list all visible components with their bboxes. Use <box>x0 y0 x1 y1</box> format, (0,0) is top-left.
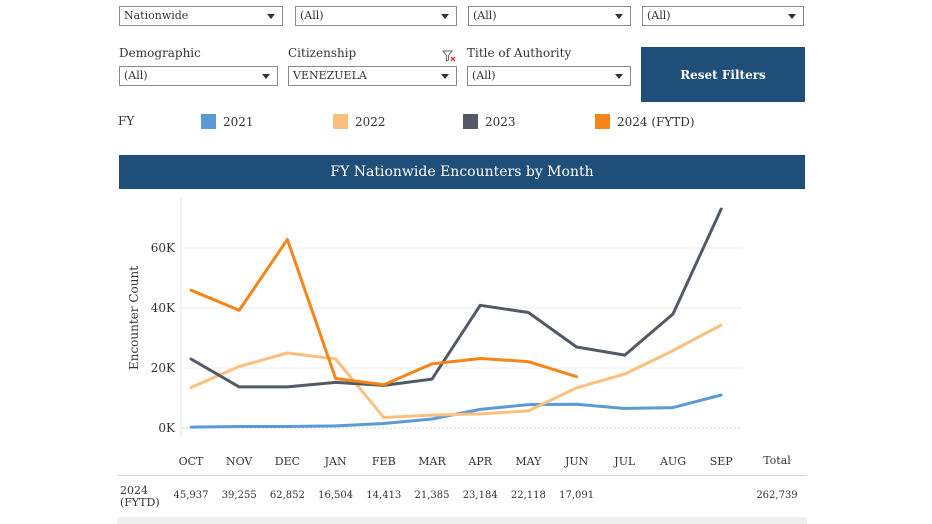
chevron-down-icon <box>441 14 449 19</box>
table-cell: 17,091 <box>559 490 594 501</box>
y-axis: 0K 20K 40K 60K <box>151 241 176 435</box>
row-label-fytd: (FYTD) <box>120 496 160 509</box>
chevron-down-icon <box>441 74 449 79</box>
legend-item-2022[interactable]: 2022 <box>333 114 386 129</box>
x-tick-label: FEB <box>372 455 396 468</box>
y-axis-label: Encounter Count <box>127 266 141 370</box>
title-of-authority-label: Title of Authority <box>467 46 572 60</box>
table-divider <box>117 475 807 476</box>
filter-4-dropdown[interactable]: (All) <box>642 6 804 26</box>
filter-4-dropdown-value: (All) <box>647 9 671 22</box>
table-cell: 39,255 <box>222 490 257 501</box>
series-line <box>189 237 579 387</box>
legend-item-2023[interactable]: 2023 <box>463 114 516 129</box>
legend-swatch <box>333 114 348 129</box>
table-cell: 62,852 <box>270 490 305 501</box>
chart-series <box>189 207 723 429</box>
series-line <box>189 323 723 419</box>
chevron-down-icon <box>788 14 796 19</box>
y-tick-label: 60K <box>151 241 176 255</box>
chevron-down-icon <box>615 74 623 79</box>
clear-filter-icon[interactable] <box>442 49 456 63</box>
filter-3-dropdown-value: (All) <box>473 9 497 22</box>
legend-title: FY <box>118 114 135 128</box>
chart-grid <box>182 247 742 429</box>
region-dropdown[interactable]: Nationwide <box>119 6 283 26</box>
table-cell: 45,937 <box>174 490 209 501</box>
x-tick-label: JUN <box>564 455 589 468</box>
chevron-down-icon <box>262 74 270 79</box>
region-dropdown-value: Nationwide <box>124 9 189 22</box>
table-row: 45,937 39,255 62,852 16,504 14,413 21,385 23,1… <box>174 490 798 501</box>
filter-2-dropdown[interactable]: (All) <box>295 6 457 26</box>
filter-2-dropdown-value: (All) <box>300 9 324 22</box>
citizenship-dropdown[interactable]: VENEZUELA <box>288 66 457 86</box>
table-cell: 23,184 <box>463 490 498 501</box>
y-tick-label: 40K <box>151 301 176 315</box>
y-tick-label: 0K <box>158 421 176 435</box>
legend-label: 2022 <box>355 114 386 129</box>
x-tick-label: MAR <box>418 455 446 468</box>
title-of-authority-dropdown-value: (All) <box>472 69 496 82</box>
series-line <box>189 207 723 389</box>
title-of-authority-dropdown[interactable]: (All) <box>467 66 631 86</box>
total-header: Total <box>763 454 791 467</box>
legend-label: 2024 (FYTD) <box>617 114 695 129</box>
y-tick-label: 20K <box>151 361 176 375</box>
x-tick-label: OCT <box>179 455 204 468</box>
reset-filters-button[interactable]: Reset Filters <box>641 47 805 102</box>
table-row-label: 2024 (FYTD) <box>120 485 160 509</box>
x-tick-label: DEC <box>275 455 300 468</box>
citizenship-dropdown-value: VENEZUELA <box>293 69 367 82</box>
table-cell: 22,118 <box>511 490 546 501</box>
legend-item-2021[interactable]: 2021 <box>201 114 254 129</box>
x-tick-label: APR <box>467 455 492 468</box>
table-total-cell: 262,739 <box>756 490 797 501</box>
citizenship-label: Citizenship <box>288 46 357 60</box>
series-line <box>189 393 723 429</box>
x-tick-label: MAY <box>515 455 542 468</box>
legend-label: 2023 <box>485 114 516 129</box>
legend-label: 2021 <box>223 114 254 129</box>
x-tick-label: SEP <box>710 455 734 468</box>
row-label-year: 2024 <box>120 484 148 497</box>
legend-item-2024-fytd[interactable]: 2024 (FYTD) <box>595 114 695 129</box>
legend-swatch <box>201 114 216 129</box>
chevron-down-icon <box>267 14 275 19</box>
legend-swatch <box>463 114 478 129</box>
x-tick-label: AUG <box>659 455 686 468</box>
x-axis: OCT NOV DEC JAN FEB MAR APR MAY JUN JUL AUG SEP <box>179 455 734 468</box>
filter-3-dropdown[interactable]: (All) <box>468 6 631 26</box>
table-cell: 16,504 <box>318 490 353 501</box>
x-tick-label: JAN <box>324 455 347 468</box>
demographic-dropdown[interactable]: (All) <box>119 66 278 86</box>
x-tick-label: NOV <box>226 455 253 468</box>
table-cell: 21,385 <box>415 490 450 501</box>
legend-swatch <box>595 114 610 129</box>
chevron-down-icon <box>615 14 623 19</box>
chart-title: FY Nationwide Encounters by Month <box>119 155 805 189</box>
demographic-label: Demographic <box>119 46 201 60</box>
demographic-dropdown-value: (All) <box>124 69 148 82</box>
x-tick-label: JUL <box>613 455 636 468</box>
encounters-line-chart: 0K 20K 40K 60K OCT NOV DEC JAN FEB MAR APR MAY JUN J… <box>127 198 791 468</box>
table-cell: 14,413 <box>366 490 401 501</box>
table-next-row <box>117 517 807 524</box>
